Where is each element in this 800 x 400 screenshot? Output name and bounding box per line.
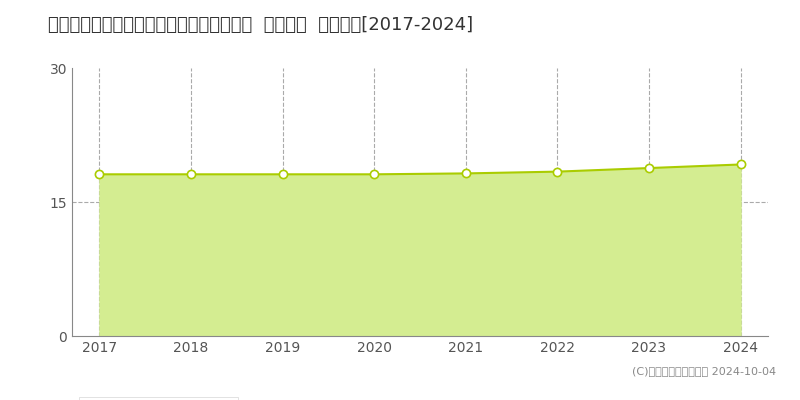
Point	[551, 168, 564, 175]
Point	[734, 161, 747, 168]
Point	[93, 171, 106, 178]
Point	[276, 171, 289, 178]
Text: (C)土地価格ドットコム 2024-10-04: (C)土地価格ドットコム 2024-10-04	[632, 366, 776, 376]
Point	[642, 165, 655, 171]
Point	[368, 171, 381, 178]
Text: 鹿児島県鹿児島市清和３丁目３１６６番７  基準地価  地価推移[2017-2024]: 鹿児島県鹿児島市清和３丁目３１６６番７ 基準地価 地価推移[2017-2024]	[48, 16, 473, 34]
Point	[185, 171, 198, 178]
Legend: 基準地価 平均坪単価(万円/坪): 基準地価 平均坪単価(万円/坪)	[79, 396, 238, 400]
Point	[459, 170, 472, 177]
